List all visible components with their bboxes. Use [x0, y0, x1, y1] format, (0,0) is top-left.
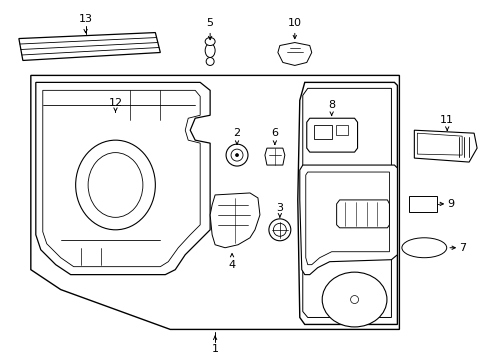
Ellipse shape — [401, 238, 446, 258]
Text: 8: 8 — [327, 100, 335, 110]
Polygon shape — [336, 200, 388, 228]
Polygon shape — [297, 82, 397, 324]
Polygon shape — [19, 32, 160, 60]
Polygon shape — [305, 172, 388, 265]
Polygon shape — [210, 193, 260, 248]
Bar — [408, 196, 436, 212]
Ellipse shape — [225, 144, 247, 166]
Polygon shape — [413, 130, 476, 162]
Text: 5: 5 — [206, 18, 213, 28]
Polygon shape — [277, 42, 311, 66]
Text: 12: 12 — [108, 98, 122, 108]
Polygon shape — [416, 133, 461, 155]
Ellipse shape — [230, 149, 243, 161]
Ellipse shape — [235, 154, 238, 157]
Text: 10: 10 — [287, 18, 301, 28]
Text: 4: 4 — [228, 260, 235, 270]
Ellipse shape — [206, 58, 214, 66]
Text: 1: 1 — [211, 345, 218, 354]
Bar — [313, 125, 331, 139]
Text: 3: 3 — [276, 203, 283, 213]
Polygon shape — [264, 148, 285, 165]
Ellipse shape — [350, 296, 358, 303]
Ellipse shape — [205, 37, 215, 45]
Text: 11: 11 — [439, 115, 453, 125]
Text: 9: 9 — [447, 199, 453, 209]
Ellipse shape — [322, 272, 386, 327]
Polygon shape — [302, 88, 390, 318]
Polygon shape — [306, 118, 357, 152]
Polygon shape — [31, 75, 399, 329]
Ellipse shape — [205, 44, 215, 58]
Ellipse shape — [76, 140, 155, 230]
Text: 2: 2 — [233, 128, 240, 138]
Polygon shape — [299, 165, 397, 275]
Polygon shape — [42, 90, 200, 267]
Text: 7: 7 — [458, 243, 466, 253]
Polygon shape — [36, 82, 210, 275]
Ellipse shape — [88, 153, 142, 217]
Bar — [335, 125, 347, 135]
Ellipse shape — [268, 219, 290, 241]
Text: 13: 13 — [79, 14, 92, 24]
Text: 6: 6 — [271, 128, 278, 138]
Ellipse shape — [273, 223, 286, 236]
